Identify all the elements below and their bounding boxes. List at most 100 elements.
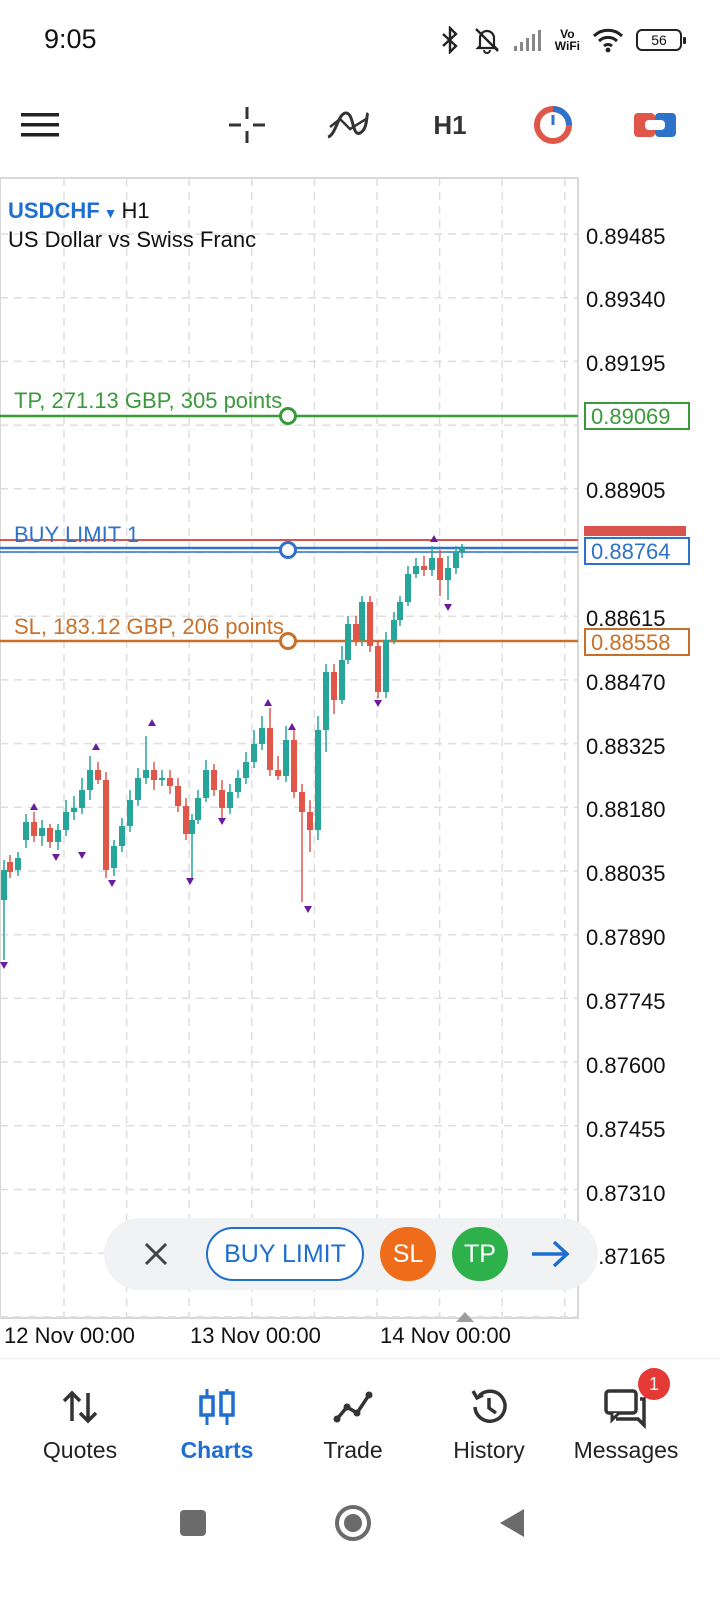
take-profit-button[interactable]: TP	[452, 1227, 508, 1281]
price-axis-label: 0.87890	[586, 925, 666, 950]
indicators-button[interactable]	[324, 80, 372, 170]
price-axis-label: 0.87600	[586, 1053, 666, 1078]
candle-body	[219, 790, 225, 808]
fractal-down-marker	[0, 962, 8, 969]
candle-body	[151, 770, 157, 780]
candle-body	[359, 602, 365, 640]
sl-line-label: SL, 183.12 GBP, 206 points	[14, 614, 284, 639]
bluetooth-icon	[441, 26, 458, 54]
nav-messages[interactable]: Messages	[556, 1359, 696, 1481]
price-axis-label: 0.88035	[586, 861, 666, 886]
recents-square-icon[interactable]	[178, 1508, 208, 1538]
nav-charts[interactable]: Charts	[147, 1359, 287, 1481]
candle-body	[331, 672, 337, 700]
price-axis-label: 0.88325	[586, 734, 666, 759]
nav-quotes-label: Quotes	[42, 1437, 118, 1463]
price-chart[interactable]	[0, 170, 720, 1370]
close-icon	[144, 1242, 168, 1266]
timeframe-button[interactable]: H1	[433, 109, 467, 140]
candle-body	[175, 786, 181, 806]
battery-indicator: 56	[636, 29, 686, 51]
candle-body	[47, 828, 53, 842]
candle-body	[397, 602, 403, 620]
menu-button[interactable]	[16, 80, 64, 170]
home-circle-icon[interactable]	[334, 1504, 372, 1542]
nav-trade-label: Trade	[323, 1437, 383, 1463]
wifi-icon	[592, 28, 624, 53]
fractal-down-marker	[78, 852, 86, 859]
symbol-dropdown-icon[interactable]: ▼	[103, 205, 118, 221]
candle-body	[159, 778, 165, 780]
sl-price-tag: 0.88558	[584, 628, 690, 656]
fractal-down-marker	[218, 818, 226, 825]
chart-toolbar: H1	[0, 80, 720, 170]
price-axis-label: 0.89340	[586, 287, 666, 312]
price-axis-label: 0.87745	[586, 989, 666, 1014]
charts-candles-icon	[199, 1389, 235, 1425]
nav-history[interactable]: History	[419, 1359, 559, 1481]
fractal-up-marker	[148, 719, 156, 726]
status-time: 9:05	[44, 24, 97, 54]
crosshair-button[interactable]	[224, 80, 270, 170]
candle-body	[283, 740, 289, 776]
candle-body	[259, 728, 265, 744]
fractal-up-marker	[30, 803, 38, 810]
time-axis-label: 12 Nov 00:00	[4, 1323, 135, 1348]
messages-badge: 1	[638, 1368, 670, 1400]
symbol-name[interactable]: USDCHF	[8, 198, 100, 223]
buy-limit-price-tag: 0.88764	[584, 537, 690, 565]
candle-body	[7, 862, 13, 872]
candle-body	[267, 728, 273, 770]
chart-symbol-header[interactable]: USDCHF ▼ H1	[8, 198, 150, 224]
candle-body	[55, 830, 61, 842]
symbol-timeframe: H1	[121, 198, 150, 223]
symbol-description: US Dollar vs Swiss Franc	[8, 227, 257, 252]
candle-body	[323, 672, 329, 730]
chart-canvas[interactable]	[0, 170, 720, 1370]
chart-shift-marker	[456, 1312, 474, 1322]
fractal-down-marker	[108, 880, 116, 887]
nav-trade[interactable]: Trade	[283, 1359, 423, 1481]
candle-body	[405, 574, 411, 602]
price-axis-label: 0.87310	[586, 1181, 666, 1206]
candle-body	[203, 770, 209, 798]
candle-body	[235, 778, 241, 792]
trade-line-icon	[333, 1391, 373, 1423]
ask-price-marker	[584, 526, 686, 536]
candle-body	[211, 770, 217, 790]
candle-body	[23, 822, 29, 840]
nav-quotes[interactable]: Quotes	[10, 1359, 150, 1481]
price-axis-label: 0.88180	[586, 797, 666, 822]
candle-body	[243, 762, 249, 778]
price-axis-label: 0.87455	[586, 1117, 666, 1142]
candle-body	[453, 552, 459, 568]
candle-body	[375, 646, 381, 692]
fractal-down-marker	[374, 700, 382, 707]
close-button[interactable]	[140, 1238, 172, 1270]
candle-body	[445, 568, 451, 580]
candle-body	[421, 566, 427, 570]
candle-body	[39, 828, 45, 836]
price-axis-label: 0.88615	[586, 606, 666, 631]
candle-body	[63, 812, 69, 830]
stop-loss-button[interactable]: SL	[380, 1227, 436, 1281]
candle-body	[79, 790, 85, 808]
back-triangle-icon[interactable]	[496, 1506, 528, 1540]
tp-line-handle	[279, 407, 297, 425]
chart-frame	[0, 177, 579, 1319]
candle-body	[183, 806, 189, 834]
place-order-button[interactable]	[528, 1236, 572, 1272]
candle-body	[127, 800, 133, 826]
candle-body	[429, 558, 435, 570]
candle-body	[383, 640, 389, 692]
trade-button[interactable]	[632, 80, 678, 170]
candle-body	[353, 624, 359, 640]
buy-limit-button[interactable]: BUY LIMIT	[206, 1227, 364, 1281]
candle-body	[391, 620, 397, 640]
buy-limit-line-label: BUY LIMIT 1	[14, 522, 140, 547]
pending-order-toolbar: BUY LIMIT SL TP	[104, 1218, 598, 1290]
candle-body	[345, 624, 351, 660]
time-axis-label: 14 Nov 00:00	[380, 1323, 511, 1348]
one-click-trading-icon	[534, 106, 572, 144]
one-click-trading-button[interactable]	[530, 80, 576, 170]
